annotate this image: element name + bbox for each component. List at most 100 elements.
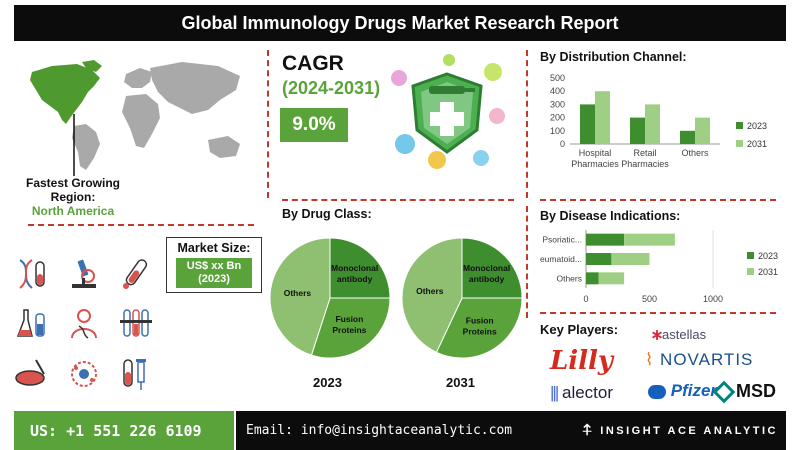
microscope-icon bbox=[72, 259, 96, 288]
virus-cells-icon bbox=[71, 361, 97, 387]
hbar-2031-2 bbox=[598, 272, 625, 285]
x-tick-label: 500 bbox=[642, 294, 657, 304]
bar-2031-0 bbox=[595, 91, 610, 144]
divider-right-horizontal-2 bbox=[540, 312, 776, 314]
legend-label-2031: 2031 bbox=[747, 139, 767, 149]
footer-brand: ⍏ INSIGHT ACE ANALYTIC bbox=[583, 411, 778, 450]
fastest-growing-region: Fastest Growing Region: North America bbox=[18, 176, 128, 218]
market-size-value-line1: US$ xx Bn bbox=[186, 260, 242, 272]
pie-slice-1 bbox=[435, 297, 523, 359]
cagr-years: (2024-2031) bbox=[282, 78, 381, 98]
y-tick-label: 400 bbox=[550, 86, 565, 96]
hbar-2023-0 bbox=[586, 233, 625, 246]
divider-center-bottom bbox=[526, 206, 528, 318]
y-tick-label: 300 bbox=[550, 99, 565, 109]
pie-label: Others bbox=[284, 288, 312, 298]
y-tick-label: Others bbox=[556, 273, 582, 283]
y-tick-label: 100 bbox=[550, 126, 565, 136]
north-america-shape bbox=[30, 64, 100, 124]
x-tick-label: Pharmacies bbox=[621, 159, 669, 169]
market-size-label: Market Size: bbox=[177, 241, 251, 255]
legend-swatch-2031 bbox=[747, 268, 754, 275]
y-tick-label: 0 bbox=[560, 139, 565, 149]
south-america-shape bbox=[72, 124, 100, 170]
astellas-logo: ⁎astellas bbox=[652, 322, 707, 344]
australia-shape bbox=[208, 136, 240, 158]
europe-shape bbox=[124, 68, 152, 88]
legend-swatch-2023 bbox=[747, 252, 754, 259]
world-map bbox=[30, 60, 240, 176]
pie-slice-2 bbox=[401, 237, 463, 353]
test-tube-blood-icon bbox=[123, 259, 148, 289]
pie-label: Proteins bbox=[463, 326, 497, 336]
asia-shape bbox=[150, 62, 240, 114]
lab-flasks-icon bbox=[16, 309, 45, 337]
cagr-value: 9.0% bbox=[280, 108, 348, 142]
legend-label-2023: 2023 bbox=[758, 251, 778, 261]
legend-swatch-2031 bbox=[736, 140, 743, 147]
novartis-logo: ⌇ NOVARTIS bbox=[645, 350, 754, 369]
footer-phone: US: +1 551 226 6109 bbox=[14, 411, 234, 450]
x-tick-label: Pharmacies bbox=[571, 159, 619, 169]
cagr-label: CAGR bbox=[282, 52, 344, 75]
x-tick-label: Hospital bbox=[579, 148, 612, 158]
pie-label: antibody bbox=[469, 274, 505, 284]
pie-label: Fusion bbox=[466, 315, 494, 325]
footer-email: Email: info@insightaceanalytic.com bbox=[246, 423, 513, 438]
pie-label: Proteins bbox=[332, 325, 366, 335]
hbar-2031-0 bbox=[624, 233, 675, 246]
alector-logo: ||| alector bbox=[550, 383, 614, 402]
hbar-2023-1 bbox=[586, 253, 612, 265]
dna-test-tube-icon bbox=[19, 259, 45, 289]
divider-middle-horizontal bbox=[282, 199, 514, 201]
disease-title: By Disease Indications: bbox=[540, 209, 681, 223]
x-tick-label: Others bbox=[681, 148, 709, 158]
pie-label: Fusion bbox=[335, 314, 363, 324]
y-tick-label: 500 bbox=[550, 73, 565, 83]
pie-slice-1 bbox=[310, 297, 391, 359]
msd-logo: MSD bbox=[712, 380, 776, 404]
pfizer-logo-text: Pfizer bbox=[670, 381, 718, 400]
disease-bar-chart: Psoriatic... Rheumatoid... Others 0 500 1000 2… bbox=[540, 230, 778, 304]
hbar-2031-1 bbox=[611, 253, 650, 265]
market-size-value: US$ xx Bn (2023) bbox=[176, 258, 252, 288]
pie-label: Monoclonal bbox=[331, 263, 378, 273]
distribution-title: By Distribution Channel: bbox=[540, 50, 687, 64]
pie-year-2023: 2023 bbox=[313, 375, 342, 390]
msd-logo-text: MSD bbox=[736, 381, 776, 401]
x-tick-label: Retail bbox=[633, 148, 656, 158]
distribution-bar-chart: 0100200300400500HospitalPharmaciesRetail… bbox=[550, 73, 767, 169]
y-tick-label: Rheumatoid... bbox=[540, 254, 582, 264]
divider-right bbox=[526, 50, 528, 198]
page-title: Global Immunology Drugs Market Research … bbox=[14, 5, 786, 41]
icon-grid bbox=[14, 256, 154, 392]
shield-vaccine-illustration bbox=[391, 54, 505, 169]
pfizer-logo: Pfizer bbox=[648, 381, 717, 401]
pie-label: antibody bbox=[337, 274, 373, 284]
drug-class-title: By Drug Class: bbox=[282, 207, 372, 221]
lilly-logo: Lilly bbox=[550, 346, 614, 376]
x-tick-label: 0 bbox=[583, 294, 588, 304]
test-tubes-rack-icon bbox=[120, 309, 152, 337]
pie-year-2031: 2031 bbox=[446, 375, 475, 390]
hbar-2023-2 bbox=[586, 272, 599, 285]
legend-swatch-2023 bbox=[736, 122, 743, 129]
key-players-title: Key Players: bbox=[540, 322, 619, 337]
divider-left-horizontal bbox=[28, 224, 254, 226]
legend-label-2031: 2031 bbox=[758, 267, 778, 277]
petri-dish-icon bbox=[15, 359, 45, 386]
divider-right-horizontal bbox=[540, 199, 776, 201]
bar-2023-1 bbox=[630, 117, 645, 144]
bar-2023-0 bbox=[580, 104, 595, 144]
legend-label-2023: 2023 bbox=[747, 121, 767, 131]
footer-bar: Email: info@insightaceanalytic.com ⍏ INS… bbox=[236, 411, 786, 450]
y-tick-label: Psoriatic... bbox=[542, 235, 582, 245]
fastest-growing-label: Fastest Growing Region: bbox=[25, 176, 120, 204]
brand-name: INSIGHT ACE ANALYTIC bbox=[600, 424, 778, 437]
bar-2031-2 bbox=[695, 117, 710, 144]
africa-shape bbox=[122, 94, 160, 148]
x-tick-label: 1000 bbox=[703, 294, 723, 304]
pie-label: Others bbox=[416, 286, 444, 296]
